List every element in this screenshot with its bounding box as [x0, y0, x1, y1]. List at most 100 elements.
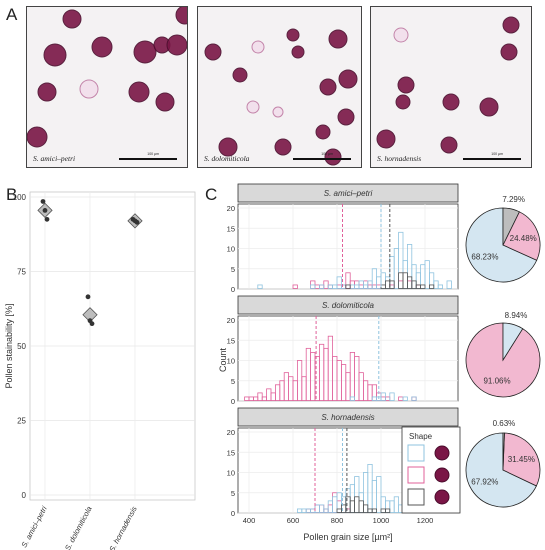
pollen-grain — [502, 16, 520, 34]
micrograph-amici-petri: S. amici–petri 100 µm — [26, 6, 188, 168]
y-tick-label: 0 — [22, 491, 27, 500]
pollen-grain — [251, 40, 265, 54]
y-tick-label: 15 — [227, 224, 235, 233]
y-tick-label: 100 — [13, 193, 27, 202]
pie-slice-label: 67.92% — [471, 477, 498, 486]
pollen-grain — [393, 27, 409, 43]
pollen-grain — [232, 67, 248, 83]
histogram-bar-blue — [411, 396, 417, 401]
pollen-grain — [397, 76, 415, 94]
y-tick-label: 20 — [227, 428, 235, 437]
pollen-grain — [218, 137, 238, 157]
pie-slice-blue — [465, 432, 537, 508]
pollen-grain — [204, 43, 222, 61]
histogram-bar-blue — [349, 396, 356, 401]
histogram-bar-grey — [428, 284, 435, 289]
histogram-bar-blue — [389, 392, 395, 401]
y-tick-label: 10 — [227, 357, 235, 366]
x-tick-label: 600 — [287, 516, 300, 525]
y-tick-label: 5 — [231, 489, 235, 498]
pollen-grains-hornadensis — [376, 16, 520, 154]
pollen-grains-amici-petri — [27, 7, 187, 148]
histogram-bar-blue — [380, 392, 386, 401]
stainability-point — [89, 321, 95, 327]
y-tick-label: 0 — [231, 285, 235, 294]
y-tick-label: 10 — [227, 469, 235, 478]
pollen-grain — [337, 108, 355, 126]
stainability-point — [42, 208, 48, 213]
facet-strip — [237, 407, 459, 427]
legend-pollen-shape-pink — [434, 467, 450, 483]
scale-bar — [119, 158, 177, 160]
scale-bar-label: 100 µm — [321, 152, 333, 156]
scale-bar — [293, 158, 351, 160]
y-tick-label: 50 — [17, 342, 26, 351]
histogram-bar-grey — [384, 508, 391, 513]
y-tick-label: 15 — [227, 448, 235, 457]
x-tick-label: 400 — [243, 516, 256, 525]
y-axis-label: Pollen stainability [%] — [4, 303, 14, 388]
histogram-bar-blue — [257, 284, 263, 289]
panel-label-a: A — [6, 5, 18, 24]
pollen-grain — [440, 136, 458, 154]
y-tick-label: 15 — [227, 336, 235, 345]
pollen-grain — [155, 92, 175, 112]
pie-slice-label: 31.45% — [508, 455, 535, 464]
pie-slice-label: 24.48% — [510, 234, 537, 243]
pollen-grain — [246, 100, 260, 114]
x-tick-label: S. dolomiticola — [63, 505, 94, 550]
x-tick-label: S. amici–petri — [19, 504, 48, 549]
pie-slice-label: 7.29% — [502, 195, 525, 204]
x-tick-label: 800 — [331, 516, 344, 525]
y-tick-label: 5 — [231, 265, 235, 274]
micrograph-caption: S. dolomiticola — [204, 154, 250, 163]
pollen-grain — [43, 43, 67, 67]
micrograph-caption: S. hornadensis — [377, 154, 422, 163]
x-tick-label: 1200 — [417, 516, 434, 525]
stainability-point — [85, 294, 91, 300]
pollen-grain — [500, 43, 518, 61]
pie-slice-pink — [502, 432, 541, 487]
facet-title: S. dolomiticola — [322, 301, 375, 310]
pollen-grain — [324, 148, 342, 166]
facet-strip — [237, 183, 459, 203]
scale-bar — [463, 158, 521, 160]
y-tick-label: 0 — [231, 509, 235, 518]
legend-title: Shape — [409, 432, 433, 441]
histogram-bar-blue — [376, 476, 382, 513]
pollen-grain — [376, 129, 396, 149]
facet-strip — [237, 295, 459, 315]
micrograph-caption: S. amici–petri — [33, 154, 76, 163]
panel-label-b: B — [6, 185, 18, 204]
pollen-grain — [91, 36, 113, 58]
pollen-grain — [166, 34, 187, 56]
pie-slice-blue — [502, 322, 524, 362]
pie-slice-grey — [502, 432, 505, 471]
y-tick-label: 10 — [227, 245, 235, 254]
pollen-grain — [338, 69, 358, 89]
histogram-bar-grey — [345, 284, 351, 289]
stainability-point — [40, 199, 46, 204]
y-tick-label: 20 — [227, 316, 235, 325]
pollen-grain — [133, 40, 157, 64]
pollen-grain — [274, 138, 292, 156]
y-tick-label: 5 — [231, 377, 235, 386]
pollen-grain — [79, 79, 99, 99]
scale-bar-label: 100 µm — [491, 152, 503, 156]
histogram-bar-blue — [402, 396, 408, 401]
pollen-grain — [37, 82, 57, 102]
pie-slice-pink — [502, 211, 541, 261]
pie-slice-label: 91.06% — [483, 377, 510, 386]
facet-title: S. hornadensis — [321, 413, 374, 422]
pie-slice-label: 0.63% — [493, 419, 516, 428]
y-axis-label: Count — [218, 348, 228, 373]
x-tick-label: 1000 — [373, 516, 390, 525]
stainability-point — [44, 216, 50, 222]
x-tick-label: S. hornadensis — [107, 505, 139, 550]
y-tick-label: 20 — [227, 204, 235, 213]
pollen-grain — [272, 106, 284, 118]
pollen-grain — [286, 28, 300, 42]
micrograph-hornadensis: S. hornadensis 100 µm — [370, 6, 532, 168]
pollen-grain — [479, 97, 499, 117]
pie-slice-blue — [465, 207, 538, 283]
